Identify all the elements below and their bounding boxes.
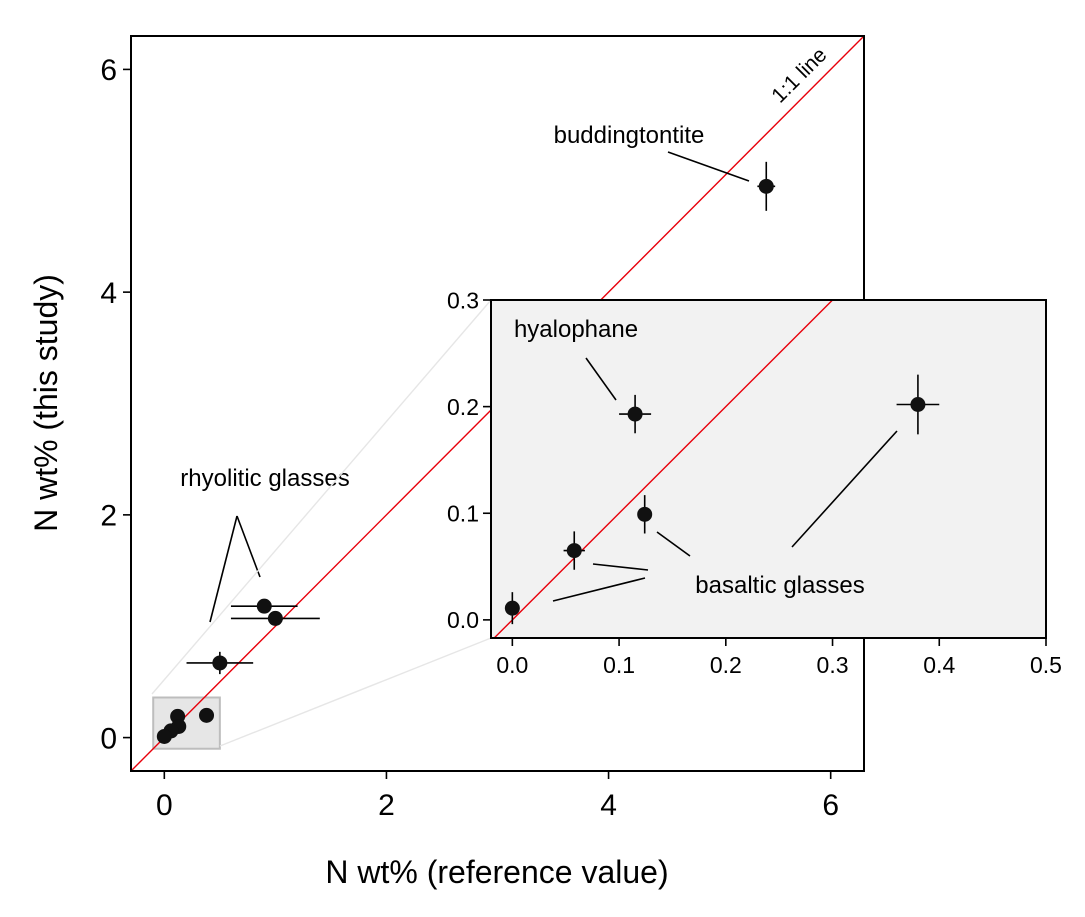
zoom-connectors [151,299,492,747]
main-point-2 [267,610,283,626]
main-xtick-label-0: 0 [156,789,173,822]
leader-basaltic-2 [592,563,649,571]
inset-xtick-label-2: 0.2 [710,652,742,678]
main-ytick-label-1: 2 [100,500,117,533]
zoom-connector-bottom [219,637,492,747]
leader-hyalophane [585,357,617,401]
main-ytick-label-0: 0 [100,722,117,755]
inset-ytick-label-1: 0.1 [447,501,479,527]
inset-background [491,300,1046,638]
main-data-points [156,161,776,744]
inset-point-0 [627,406,643,422]
inset-xtick-label-4: 0.4 [923,652,955,678]
inset-ytick-label-2: 0.2 [447,394,479,420]
annotation-leaders [209,151,750,623]
zoom-connector-top [151,299,492,695]
inset-y-ticks: 0.0 0.1 0.2 0.3 [447,287,491,633]
inset-annotation-leaders [552,357,898,602]
annotation-basaltic-glasses: basaltic glasses [695,572,864,599]
main-ytick-label-2: 4 [100,277,117,310]
leader-basaltic-3 [552,577,646,602]
main-point-3 [212,655,228,671]
y-axis-label: N wt% (this study) [28,274,64,532]
inset-point-2 [637,506,653,522]
annotation-rhyolitic-glasses: rhyolitic glasses [180,465,349,492]
inset-xtick-label-5: 0.5 [1030,652,1062,678]
leader-buddingtontite [667,151,750,182]
main-point-0 [758,178,774,194]
main-x-ticks: 0 2 4 6 [156,771,839,822]
main-point-1 [256,598,272,614]
main-xtick-label-3: 6 [822,789,839,822]
main-point-4 [199,707,215,723]
inset-reference-line [493,299,834,639]
leader-rhyolitic-right [236,515,261,578]
annotation-hyalophane: hyalophane [514,316,638,343]
inset-x-ticks: 0.0 0.1 0.2 0.3 0.4 0.5 [496,638,1062,678]
inset-point-1 [910,396,926,412]
main-ytick-label-3: 6 [100,54,117,87]
inset-axes-frame [490,299,1047,639]
main-y-ticks: 0 2 4 6 [100,54,131,755]
leader-rhyolitic-left [209,515,238,623]
inset-xtick-label-1: 0.1 [603,652,635,678]
main-xtick-label-1: 2 [378,789,395,822]
annotation-buddingtontite: buddingtontite [554,122,705,149]
inset-point-4 [504,600,520,616]
inset-point-3 [566,543,582,559]
main-xtick-label-2: 4 [600,789,617,822]
inset-ytick-label-0: 0.0 [447,607,479,633]
leader-basaltic-1 [656,531,691,557]
inset-one-to-one-line [493,299,834,639]
inset-xtick-label-0: 0.0 [496,652,528,678]
inset-plot: hyalophane basaltic glasses 0.0 0.1 0.2 0.3… [447,287,1062,678]
main-point-8 [156,728,172,744]
inset-data-points [504,374,940,625]
inset-ytick-label-3: 0.3 [447,287,479,313]
inset-xtick-label-3: 0.3 [817,652,849,678]
reference-line-label: 1:1 line [767,43,831,107]
x-axis-label: N wt% (reference value) [325,854,668,890]
leader-basaltic-4 [791,430,898,548]
